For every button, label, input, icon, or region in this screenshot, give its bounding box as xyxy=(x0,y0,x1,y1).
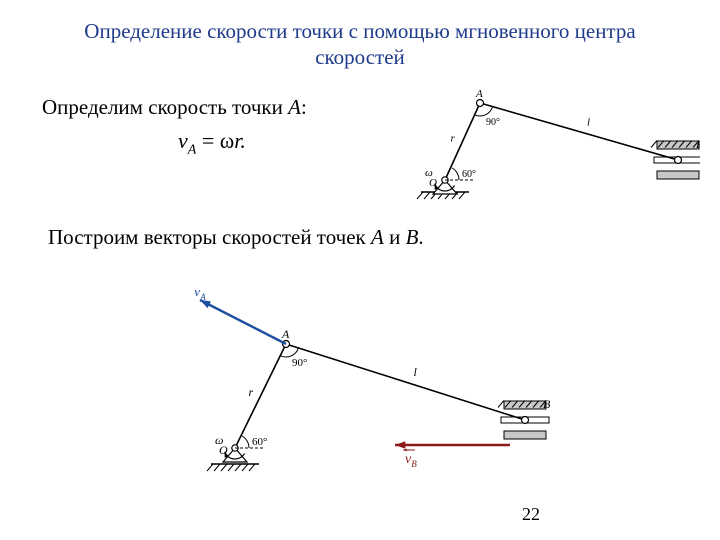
svg-text:l: l xyxy=(587,117,590,129)
t2-e: . xyxy=(418,225,423,249)
page-number: 22 xyxy=(522,504,540,525)
svg-text:O: O xyxy=(219,443,228,457)
t2-d: В xyxy=(406,225,419,249)
formula-vA: vA = ωr. xyxy=(178,128,246,158)
fv-v: v xyxy=(178,128,188,153)
figure-2: 60°90°ωOABrlvAvB xyxy=(140,290,570,490)
svg-text:O: O xyxy=(429,177,437,189)
t2-a: Построим векторы скоростей точек xyxy=(48,225,371,249)
svg-text:l: l xyxy=(414,365,418,379)
svg-text:90°: 90° xyxy=(292,357,307,369)
fv-r: r. xyxy=(234,128,246,153)
svg-text:B: B xyxy=(543,397,551,411)
svg-text:60°: 60° xyxy=(462,169,476,180)
svg-text:r: r xyxy=(451,133,456,145)
svg-text:r: r xyxy=(249,385,254,399)
text-define-velocity: Определим скорость точки А: xyxy=(42,95,307,120)
figure-1: 60°90°ωOABrl xyxy=(400,85,700,205)
slide-title: Определение скорости точки с помощью мгн… xyxy=(0,18,720,71)
svg-text:B: B xyxy=(696,139,700,151)
title-line-1: Определение скорости точки с помощью мгн… xyxy=(84,19,635,43)
fv-eq: = ω xyxy=(196,128,234,153)
svg-text:90°: 90° xyxy=(486,117,500,128)
text-construct-vectors: Построим векторы скоростей точек А и В. xyxy=(48,225,424,250)
t1-it: А xyxy=(288,95,301,119)
svg-text:A: A xyxy=(475,88,483,100)
svg-text:vA: vA xyxy=(194,290,206,302)
svg-text:vB: vB xyxy=(405,452,417,469)
t1-tail: : xyxy=(301,95,307,119)
t1-a: Определим скорость точки xyxy=(42,95,288,119)
title-line-2: скоростей xyxy=(315,45,405,69)
svg-text:60°: 60° xyxy=(252,436,267,448)
t2-c: и xyxy=(384,225,406,249)
svg-text:A: A xyxy=(281,327,290,341)
t2-b: А xyxy=(371,225,384,249)
